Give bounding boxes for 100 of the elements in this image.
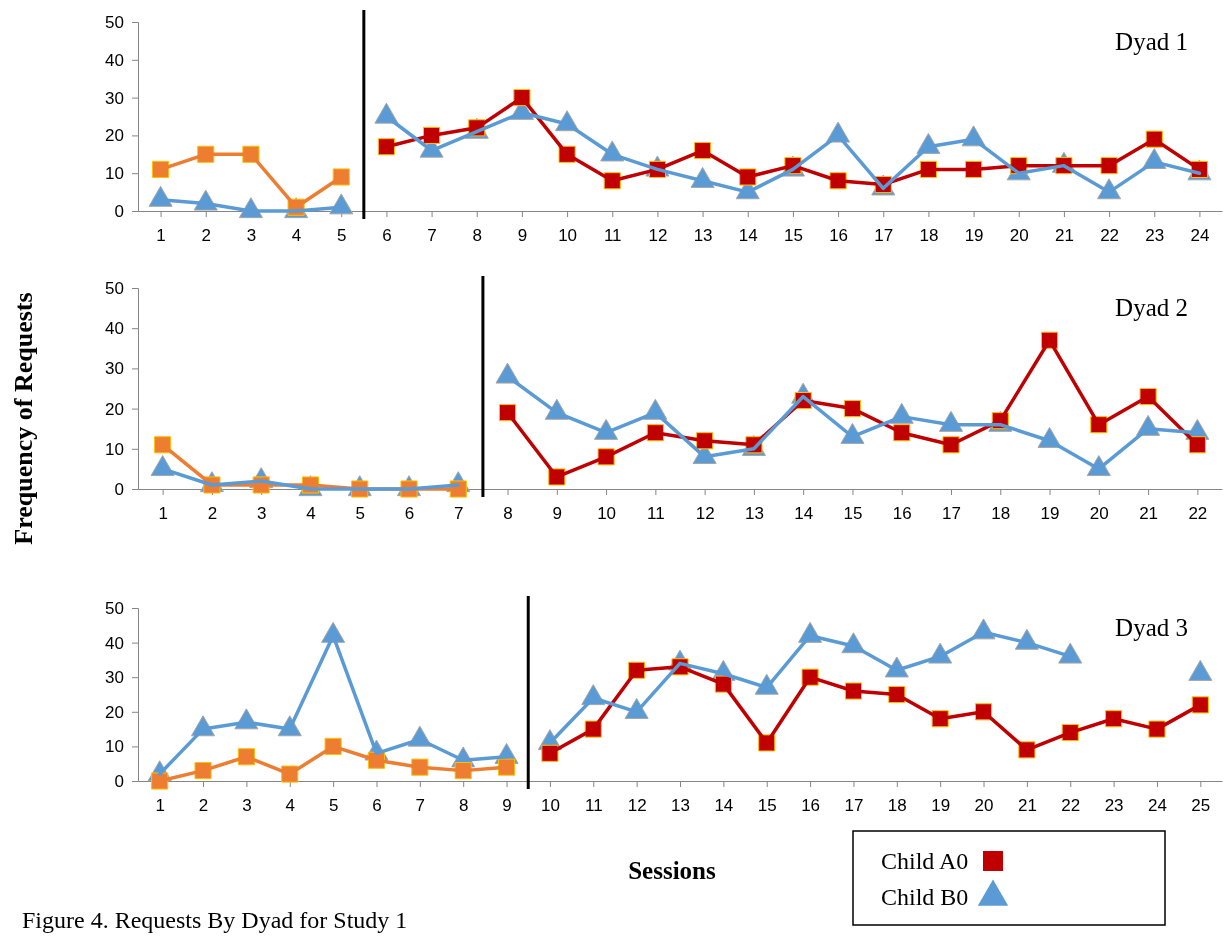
y-tick-label: 30 bbox=[105, 88, 124, 108]
y-tick-label: 20 bbox=[105, 399, 124, 419]
x-tick-label: 8 bbox=[503, 504, 513, 524]
x-tick-label: 3 bbox=[256, 504, 267, 524]
x-tick-label: 2 bbox=[198, 796, 209, 816]
x-tick-label: 19 bbox=[964, 226, 984, 246]
chart-title: Dyad 1 bbox=[1115, 28, 1188, 55]
x-tick-label: 14 bbox=[714, 796, 734, 816]
x-tick-label: 8 bbox=[472, 226, 482, 246]
x-tick-label: 13 bbox=[744, 504, 764, 524]
x-tick-label: 11 bbox=[647, 504, 665, 524]
y-tick-label: 0 bbox=[114, 479, 124, 499]
x-tick-label: 3 bbox=[242, 796, 252, 816]
x-tick-label: 23 bbox=[1145, 226, 1165, 246]
x-tick-label: 13 bbox=[671, 796, 690, 816]
x-tick-label: 24 bbox=[1190, 226, 1210, 246]
x-tick-label: 5 bbox=[328, 796, 339, 816]
x-tick-label: 12 bbox=[627, 796, 647, 816]
x-tick-label: 14 bbox=[794, 504, 814, 524]
x-tick-label: 19 bbox=[1040, 504, 1060, 524]
point bbox=[1188, 659, 1213, 681]
y-tick-label: 0 bbox=[114, 771, 124, 791]
x-tick-label: 22 bbox=[1188, 504, 1208, 524]
x-tick-label: 6 bbox=[382, 226, 392, 246]
x-tick-label: 21 bbox=[1139, 504, 1159, 524]
y-tick-label: 40 bbox=[105, 50, 124, 70]
x-tick-label: 18 bbox=[887, 796, 907, 816]
y-tick-label: 50 bbox=[105, 278, 124, 298]
x-tick-label: 2 bbox=[201, 226, 211, 246]
x-tick-label: 10 bbox=[597, 504, 617, 524]
x-tick-label: 20 bbox=[1009, 226, 1029, 246]
point bbox=[498, 758, 516, 776]
point bbox=[1058, 642, 1083, 664]
x-tick-label: 22 bbox=[1061, 796, 1081, 816]
x-tick-label: 11 bbox=[584, 796, 603, 816]
x-tick-label: 15 bbox=[843, 504, 863, 524]
point bbox=[541, 744, 559, 762]
x-tick-label: 1 bbox=[156, 226, 166, 246]
x-tick-label: 20 bbox=[1089, 504, 1109, 524]
x-tick-label: 15 bbox=[783, 226, 803, 246]
x-tick-label: 18 bbox=[991, 504, 1011, 524]
x-tick-label: 14 bbox=[738, 226, 758, 246]
x-tick-label: 6 bbox=[404, 504, 415, 524]
x-tick-label: 15 bbox=[757, 796, 777, 816]
x-tick-label: 4 bbox=[285, 796, 295, 816]
x-tick-label: 25 bbox=[1191, 796, 1211, 816]
x-tick-label: 2 bbox=[207, 504, 218, 524]
x-tick-label: 20 bbox=[974, 796, 994, 816]
point bbox=[329, 193, 354, 215]
x-tick-label: 13 bbox=[693, 226, 713, 246]
caption: Figure 4. Requests By Dyad for Study 1 bbox=[22, 907, 408, 933]
legend-label: Child A0 bbox=[881, 848, 969, 874]
chart-title: Dyad 3 bbox=[1115, 614, 1188, 641]
y-tick-label: 10 bbox=[105, 737, 124, 757]
x-tick-label: 10 bbox=[558, 226, 578, 246]
y-axis-title: Frequency of Requests bbox=[9, 292, 38, 545]
chart-title: Dyad 2 bbox=[1115, 294, 1188, 321]
y-tick-label: 20 bbox=[105, 126, 124, 146]
x-tick-label: 8 bbox=[458, 796, 469, 816]
x-tick-label: 7 bbox=[415, 796, 426, 816]
x-tick-label: 1 bbox=[158, 504, 168, 524]
x-tick-label: 5 bbox=[355, 504, 365, 524]
x-tick-label: 18 bbox=[919, 226, 939, 246]
y-tick-label: 10 bbox=[105, 164, 124, 184]
y-tick-label: 50 bbox=[105, 12, 124, 32]
x-tick-label: 1 bbox=[155, 796, 165, 816]
x-tick-label: 6 bbox=[372, 796, 382, 816]
x-tick-label: 17 bbox=[874, 226, 894, 246]
x-tick-label: 7 bbox=[454, 504, 464, 524]
y-tick-label: 10 bbox=[105, 439, 124, 459]
x-tick-label: 9 bbox=[552, 504, 563, 524]
x-tick-label: 12 bbox=[648, 226, 668, 246]
y-tick-label: 40 bbox=[105, 633, 124, 653]
x-tick-label: 10 bbox=[540, 796, 560, 816]
x-tick-label: 17 bbox=[942, 504, 961, 524]
y-tick-label: 20 bbox=[105, 702, 124, 722]
x-tick-label: 23 bbox=[1104, 796, 1124, 816]
y-tick-label: 50 bbox=[105, 598, 124, 618]
x-tick-label: 21 bbox=[1017, 796, 1037, 816]
y-tick-label: 40 bbox=[105, 319, 124, 339]
legend-label: Child B0 bbox=[881, 884, 969, 910]
x-tick-label: 12 bbox=[695, 504, 715, 524]
x-tick-label: 3 bbox=[246, 226, 257, 246]
x-tick-label: 4 bbox=[306, 504, 316, 524]
x-tick-label: 24 bbox=[1148, 796, 1167, 816]
x-tick-label: 21 bbox=[1054, 226, 1074, 246]
point bbox=[332, 168, 350, 186]
x-tick-label: 19 bbox=[931, 796, 951, 816]
y-tick-label: 0 bbox=[114, 201, 124, 221]
x-tick-label: 16 bbox=[801, 796, 821, 816]
point bbox=[1191, 696, 1209, 714]
x-tick-label: 9 bbox=[517, 226, 528, 246]
x-axis-title: Sessions bbox=[628, 857, 717, 884]
x-tick-label: 11 bbox=[603, 226, 622, 246]
x-tick-label: 16 bbox=[829, 226, 849, 246]
x-tick-label: 17 bbox=[844, 796, 864, 816]
point bbox=[148, 185, 173, 207]
y-tick-label: 30 bbox=[105, 668, 124, 688]
x-tick-label: 4 bbox=[291, 226, 302, 246]
point bbox=[151, 772, 169, 790]
